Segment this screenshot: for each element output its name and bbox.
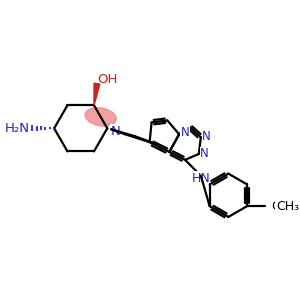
Text: N: N: [110, 125, 120, 138]
Text: CH₃: CH₃: [276, 200, 299, 213]
Text: HN: HN: [191, 172, 210, 185]
Text: H₂N: H₂N: [5, 122, 30, 135]
Text: N: N: [202, 130, 211, 143]
Text: O: O: [272, 200, 282, 213]
Ellipse shape: [85, 108, 116, 126]
Text: OH: OH: [98, 73, 118, 86]
Polygon shape: [94, 83, 100, 105]
Text: N: N: [200, 147, 209, 161]
Text: N: N: [181, 126, 189, 139]
